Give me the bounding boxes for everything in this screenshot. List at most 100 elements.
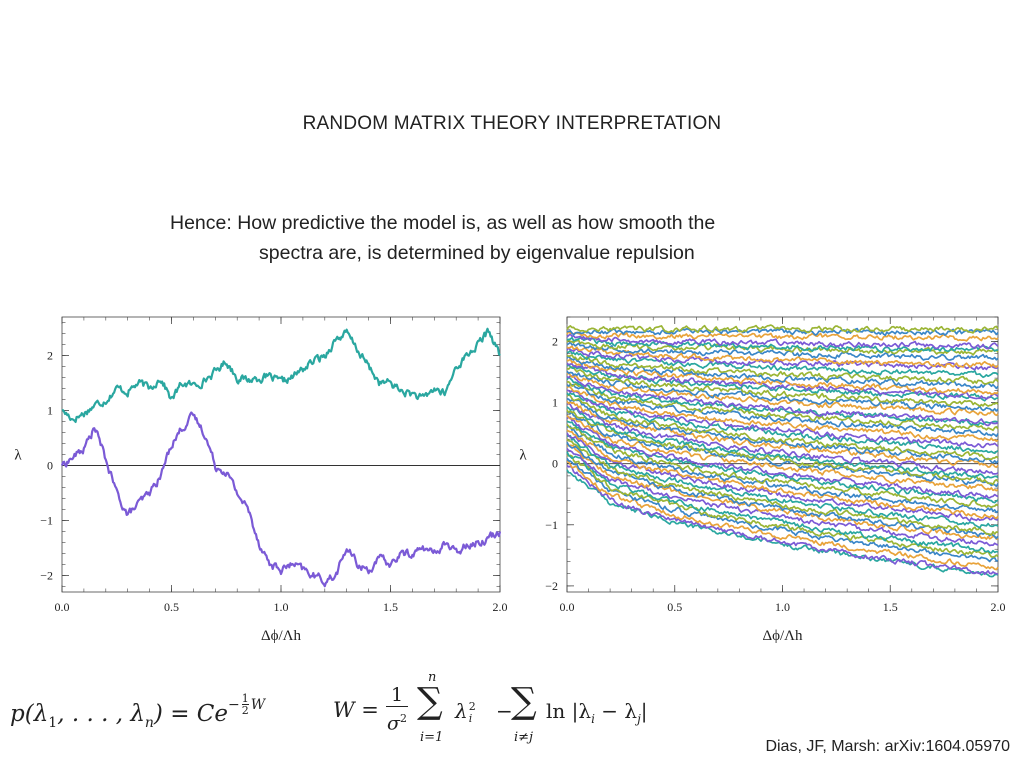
ensemble-line <box>566 444 999 540</box>
sum2-sigma-icon: ∑ <box>511 681 537 722</box>
y-axis-label: λ <box>14 448 22 464</box>
ensemble-line <box>566 397 999 464</box>
chart-two-eigenvalues: 0.0 0.5 1.0 1.5 2.0 −2 −1 0 1 2 Δϕ/Λh λ <box>0 300 520 660</box>
ensemble-line <box>566 385 999 442</box>
ensemble-line <box>566 375 999 427</box>
y-tick-label: 0 <box>552 457 558 471</box>
lambda-sub: i <box>468 711 473 725</box>
ensemble-line <box>566 460 999 571</box>
y-axis-label: λ <box>519 448 527 464</box>
exp-num: 1 <box>241 692 249 705</box>
series-line-0 <box>61 327 501 423</box>
w-frac-den: σ2 <box>386 707 408 735</box>
ln-term-start: ln |λ <box>546 699 592 723</box>
ensemble-line <box>566 380 999 432</box>
subtitle-line-2: spectra are, is determined by eigenvalue… <box>259 242 695 264</box>
y-tick-label: 2 <box>552 334 558 348</box>
w-lhs: W = <box>333 698 379 722</box>
y-tick-label: 1 <box>47 404 53 418</box>
slide-title: RANDOM MATRIX THEORY INTERPRETATION <box>302 113 722 134</box>
ensemble-line <box>567 336 999 354</box>
chart-many-eigenvalues-svg: 0.0 0.5 1.0 1.5 2.0 −2 −1 0 1 2 Δϕ/Λh λ <box>519 316 1006 644</box>
ln-close: | <box>640 699 648 723</box>
ensemble-line <box>566 389 999 449</box>
y-tick-label: −2 <box>545 579 558 593</box>
x-tick-label: 0.5 <box>164 600 179 614</box>
exp-minus: − <box>228 696 240 713</box>
w-minus: − <box>496 699 513 723</box>
series-line-1 <box>60 411 502 588</box>
sum1-lower: i=1 <box>420 730 444 745</box>
p-exponent: −1 2 W <box>228 693 266 716</box>
exp-den: 2 <box>241 704 249 717</box>
x-axis-label: Δϕ/Λh <box>261 628 302 644</box>
sum2-lower: i≠j <box>514 730 534 745</box>
ensemble-line <box>566 425 999 514</box>
ensemble-line <box>566 327 999 337</box>
p-mid: , . . . , λ <box>57 701 145 728</box>
ensemble-line <box>566 333 999 350</box>
x-tick-label: 2.0 <box>493 600 508 614</box>
ensemble-line <box>566 338 999 356</box>
p-lhs: p(λ <box>10 701 49 728</box>
ensemble-line <box>566 354 999 385</box>
p-eq: ) = Ce <box>153 701 228 728</box>
ensemble-line <box>566 457 999 563</box>
x-tick-label: 1.0 <box>775 600 790 614</box>
ensemble-line <box>566 370 999 412</box>
slide-subtitle: Hence: How predictive the model is, as w… <box>170 208 715 268</box>
ensemble-line <box>566 434 999 529</box>
exp-var: W <box>250 696 266 713</box>
w-frac-num: 1 <box>386 684 408 707</box>
ensemble-line <box>566 429 999 520</box>
x-tick-label: 0.0 <box>55 600 70 614</box>
ensemble-line <box>566 402 999 475</box>
x-tick-label: 0.0 <box>560 600 575 614</box>
lambda-sym: λ <box>455 699 468 723</box>
ensemble-line <box>566 451 999 554</box>
y-tick-label: 2 <box>47 349 53 363</box>
x-tick-label: 2.0 <box>991 600 1006 614</box>
w-frac-den-sup: 2 <box>399 712 407 725</box>
ensemble-line <box>566 341 999 361</box>
w-frac-den-sigma: σ <box>387 712 400 735</box>
ln-term: ln |λi − λj| <box>546 699 648 726</box>
p-sub-n: n <box>144 714 154 731</box>
x-tick-label: 1.0 <box>274 600 289 614</box>
w-frac: 1 σ2 <box>386 684 408 735</box>
ln-sub-j: j <box>637 712 641 726</box>
ln-sub-i: i <box>591 712 595 726</box>
y-tick-label: 1 <box>552 396 558 410</box>
ensemble-line <box>566 349 999 379</box>
x-axis-label: Δϕ/Λh <box>762 628 803 644</box>
x-tick-label: 1.5 <box>883 600 898 614</box>
chart-two-eigenvalues-svg: 0.0 0.5 1.0 1.5 2.0 −2 −1 0 1 2 Δϕ/Λh λ <box>14 316 508 644</box>
ensemble-line <box>566 346 999 371</box>
ensemble-line <box>566 464 999 576</box>
ensemble-line <box>566 345 999 369</box>
y-tick-label: −2 <box>40 569 53 583</box>
sum1-sigma-icon: ∑ <box>417 681 443 722</box>
x-tick-label: 1.5 <box>383 600 398 614</box>
sum1-upper: n <box>428 670 437 685</box>
lambda-sup: 2 <box>468 699 476 713</box>
ensemble-line <box>566 376 999 426</box>
ensemble-line <box>566 420 999 504</box>
x-tick-label: 0.5 <box>667 600 682 614</box>
y-tick-label: 0 <box>47 459 53 473</box>
ensemble-line <box>566 406 999 480</box>
citation-credit: Dias, JF, Marsh: arXiv:1604.05970 <box>765 738 1010 755</box>
chart-many-eigenvalues: 0.0 0.5 1.0 1.5 2.0 −2 −1 0 1 2 Δϕ/Λh λ <box>505 300 1024 660</box>
ensemble-line <box>566 438 999 536</box>
ensemble-line <box>566 423 999 509</box>
probability-formula: p(λ 1 , . . . , λn) = Ce− 1 2 W <box>10 693 266 731</box>
ensemble-line <box>566 392 999 455</box>
y-tick-label: −1 <box>545 518 558 532</box>
ensemble-line <box>566 362 999 400</box>
ensemble-line <box>566 447 999 547</box>
ln-minus: − λ <box>594 699 638 723</box>
ensemble-line <box>566 383 999 438</box>
